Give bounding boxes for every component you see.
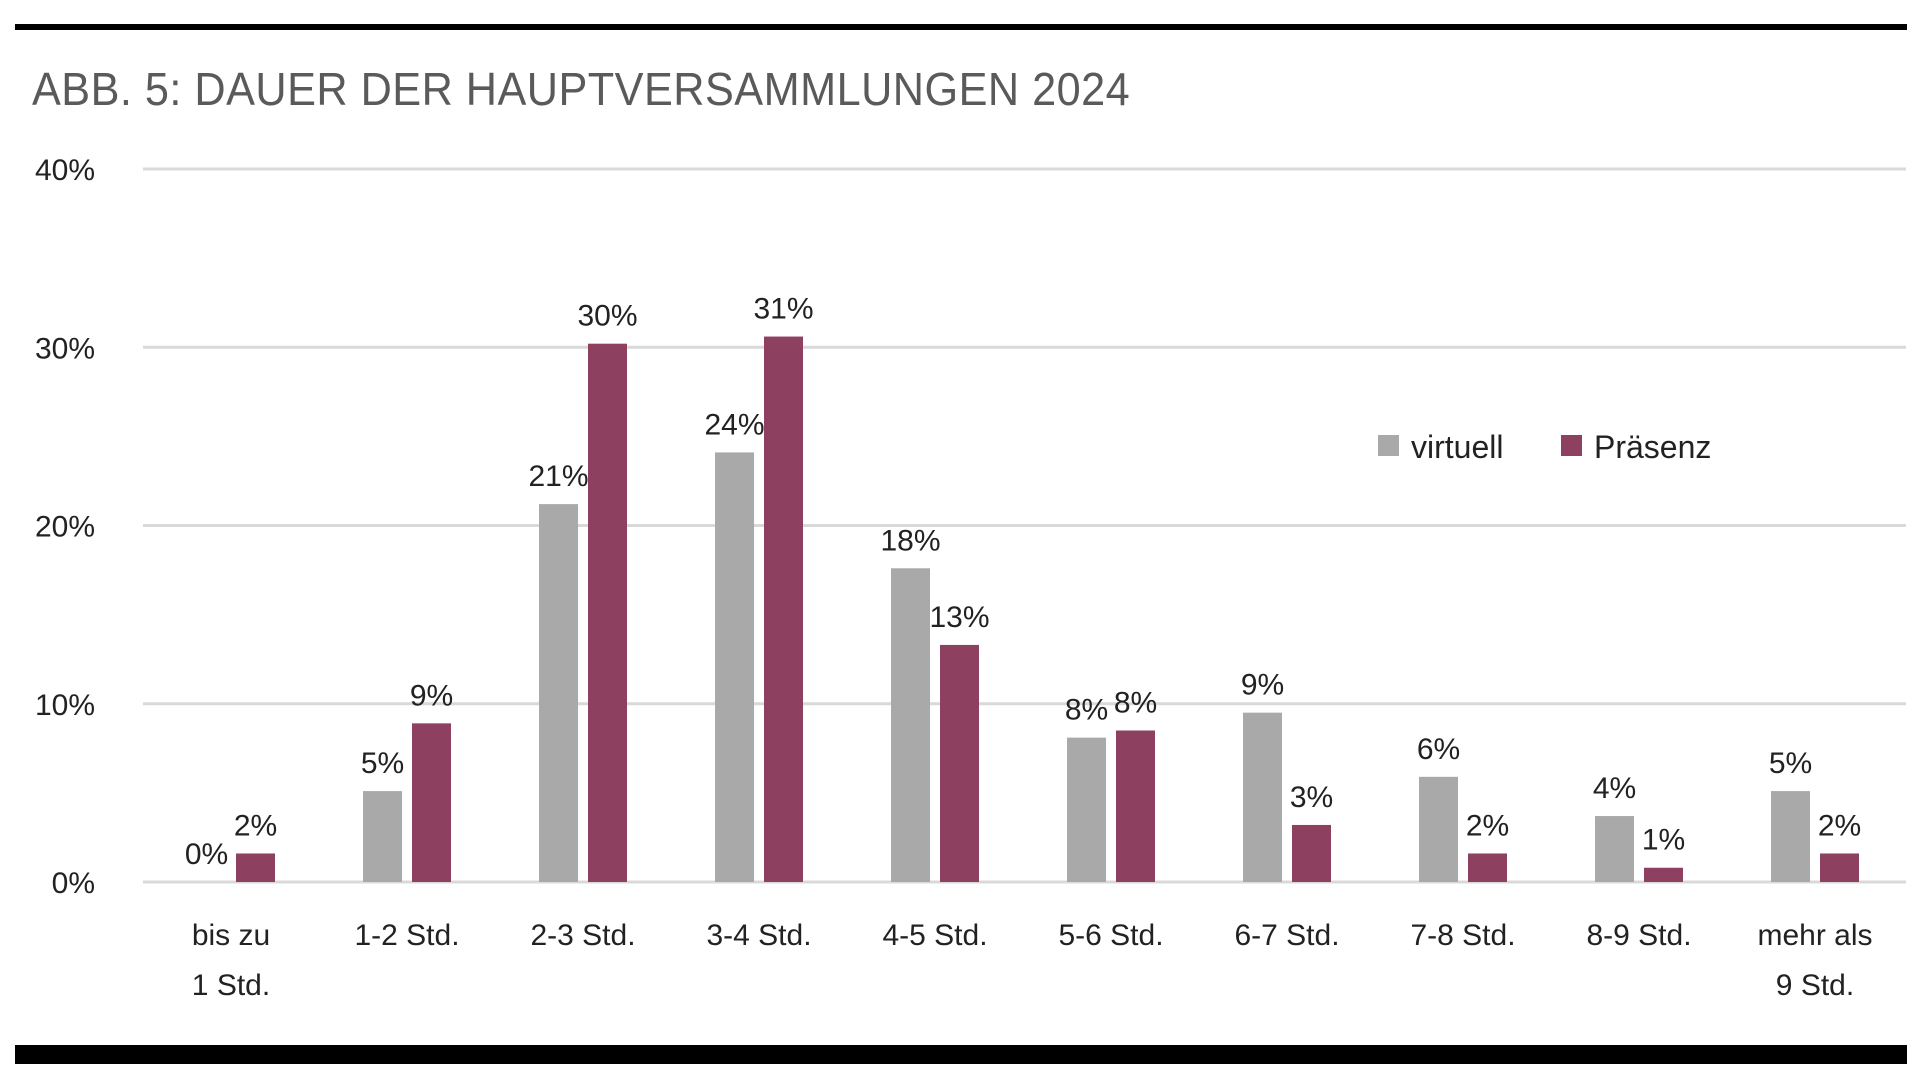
bar-virtuell: [1243, 712, 1282, 882]
bar-praesenz: [1468, 853, 1507, 882]
data-label: 18%: [880, 524, 940, 557]
bar-virtuell: [1067, 737, 1106, 882]
x-category-label: 1 Std.: [192, 969, 270, 1002]
legend-swatch: [1561, 435, 1582, 456]
bottom-rule: [15, 1045, 1907, 1064]
data-label: 24%: [704, 408, 764, 441]
bar-praesenz: [412, 723, 451, 882]
data-label: 2%: [1818, 809, 1861, 842]
top-rule: [15, 24, 1907, 30]
bar-praesenz: [1116, 730, 1155, 882]
bar-virtuell: [715, 452, 754, 882]
bar-praesenz: [1292, 824, 1331, 882]
data-label: 1%: [1642, 824, 1685, 857]
x-category-label: 3-4 Std.: [706, 919, 811, 952]
bar-virtuell: [1419, 776, 1458, 882]
bar-virtuell: [891, 568, 930, 882]
bar-virtuell: [1771, 791, 1810, 882]
bar-praesenz: [940, 644, 979, 882]
data-label: 2%: [234, 809, 277, 842]
data-label: 21%: [528, 460, 588, 493]
y-tick-label: 10%: [35, 689, 95, 722]
bar-praesenz: [764, 336, 803, 882]
bar-praesenz: [236, 853, 275, 882]
data-label: 5%: [1769, 747, 1812, 780]
y-tick-label: 20%: [35, 511, 95, 544]
data-label: 3%: [1290, 781, 1333, 814]
y-tick-label: 40%: [35, 154, 95, 187]
data-label: 8%: [1114, 686, 1157, 719]
bar-praesenz: [1644, 867, 1683, 882]
data-label: 2%: [1466, 809, 1509, 842]
x-category-label: 8-9 Std.: [1586, 919, 1691, 952]
data-label: 9%: [410, 679, 453, 712]
data-label: 13%: [929, 601, 989, 634]
x-category-label: 6-7 Std.: [1234, 919, 1339, 952]
data-label: 31%: [753, 293, 813, 326]
data-label: 6%: [1417, 733, 1460, 766]
data-label: 5%: [361, 747, 404, 780]
legend-swatch: [1378, 435, 1399, 456]
x-category-label: 1-2 Std.: [354, 919, 459, 952]
data-label: 9%: [1241, 669, 1284, 702]
x-category-label: 2-3 Std.: [530, 919, 635, 952]
x-category-label: 4-5 Std.: [882, 919, 987, 952]
chart-title: ABB. 5: DAUER DER HAUPTVERSAMMLUNGEN 202…: [32, 63, 1131, 115]
legend-label: virtuell: [1411, 429, 1503, 465]
data-label: 0%: [185, 838, 228, 871]
data-label: 30%: [577, 300, 637, 333]
bar-virtuell: [363, 791, 402, 882]
bar-virtuell: [1595, 816, 1634, 882]
bar-praesenz: [1820, 853, 1859, 882]
bar-virtuell: [539, 504, 578, 882]
x-category-label: 5-6 Std.: [1058, 919, 1163, 952]
x-category-label: 9 Std.: [1776, 969, 1854, 1002]
data-label: 8%: [1065, 694, 1108, 727]
bar-praesenz: [588, 343, 627, 882]
x-category-label: 7-8 Std.: [1410, 919, 1515, 952]
x-category-label: mehr als: [1757, 919, 1872, 952]
y-tick-label: 0%: [52, 867, 95, 900]
y-tick-label: 30%: [35, 332, 95, 365]
legend-label: Präsenz: [1594, 429, 1711, 465]
x-category-label: bis zu: [192, 919, 270, 952]
data-label: 4%: [1593, 772, 1636, 805]
